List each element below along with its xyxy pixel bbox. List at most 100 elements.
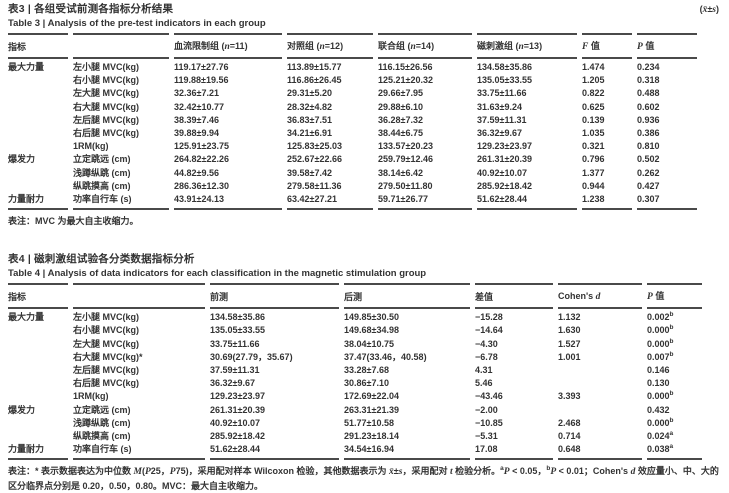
row-value: 172.69±22.04: [344, 391, 399, 402]
row-value: 0.146: [647, 365, 670, 376]
table4-footnote: 表注：* 表示数据表达为中位数 M(P25，P75)，采用配对样本 Wilcox…: [8, 465, 719, 491]
row-indicator: 右大腿 MVC(kg)*: [73, 351, 143, 362]
table-row: 力量耐力 功率自行车 (s) 51.62±28.44 34.54±16.94 17.08…: [8, 443, 702, 461]
row-category: 爆发力: [8, 154, 36, 165]
row-category: 力量耐力: [8, 443, 68, 461]
row-value: 38.14±6.42: [378, 167, 423, 178]
row-value: 135.05±33.55: [210, 325, 265, 336]
row-value: 0.488: [637, 88, 660, 99]
row-value: 0.648: [558, 443, 642, 461]
row-value: 263.31±21.39: [344, 404, 399, 415]
row-value: 125.21±20.32: [378, 75, 433, 86]
row-value: 0.000b: [647, 416, 674, 428]
row-category: [8, 180, 68, 193]
table-row: 左大腿 MVC(kg) 32.36±7.21 29.31±5.20 29.66±7.9…: [8, 87, 697, 100]
table4-title-en: Table 4 | Analysis of data indicators fo…: [8, 268, 427, 280]
row-value: 0.307: [637, 193, 697, 211]
row-value: 32.36±7.21: [174, 88, 219, 99]
table3-title-zh: 表3 | 各组受试前测各指标分析结果: [8, 3, 174, 15]
row-value: 1.205: [582, 75, 605, 86]
row-value: 34.21±6.91: [287, 128, 332, 139]
row-value: 43.91±24.13: [174, 193, 282, 211]
row-indicator: 浅蹲纵跳 (cm): [73, 417, 131, 428]
row-indicator: 立定跳远 (cm): [73, 154, 131, 165]
row-indicator: 1RM(kg): [73, 391, 109, 402]
table-row: 左后腿 MVC(kg) 38.39±7.46 36.83±7.51 36.28±7.3…: [8, 114, 697, 127]
row-value: 0.321: [582, 141, 605, 152]
row-value: 33.28±7.68: [344, 365, 389, 376]
row-category: [8, 101, 68, 114]
row-category: [8, 140, 68, 153]
table3-body: 最大力量 左小腿 MVC(kg) 119.17±27.76 113.89±15.77 1…: [8, 59, 697, 211]
row-indicator: 右小腿 MVC(kg): [73, 325, 139, 336]
row-value: 33.75±11.66: [477, 88, 527, 99]
table-row: 力量耐力 功率自行车 (s) 43.91±24.13 63.42±27.21 59.71…: [8, 193, 697, 211]
row-value: 63.42±27.21: [287, 193, 373, 211]
row-value: 129.23±23.97: [210, 391, 265, 402]
row-value: 1.132: [558, 312, 581, 323]
table-row: 1RM(kg) 129.23±23.97 172.69±22.04 −43.46 3.3…: [8, 390, 702, 403]
row-category: [8, 87, 68, 100]
table3-unit-note: (x̄±s): [699, 4, 719, 15]
row-value: 286.36±12.30: [174, 180, 229, 191]
column-header: P 值: [647, 283, 702, 310]
row-category: 爆发力: [8, 404, 36, 415]
column-header: 指标: [8, 33, 68, 59]
row-value: −15.28: [475, 312, 503, 323]
column-header: 磁刺激组 (n=13): [477, 33, 577, 59]
row-value: 37.47(33.46，40.58): [344, 351, 427, 362]
row-value: 0.000b: [647, 337, 674, 349]
row-value: 38.04±10.75: [344, 338, 394, 349]
row-value: 285.92±18.42: [477, 180, 532, 191]
table3-titles: 表3 | 各组受试前测各指标分析结果 Table 3 | Analysis of…: [8, 3, 266, 30]
row-indicator: 功率自行车 (s): [73, 193, 169, 211]
row-value: 34.54±16.94: [344, 443, 470, 461]
row-indicator: 左后腿 MVC(kg): [73, 365, 139, 376]
column-header: 差值: [475, 283, 553, 310]
row-value: 134.58±35.86: [477, 62, 532, 72]
row-value: 29.88±6.10: [378, 101, 423, 112]
row-category: [8, 114, 68, 127]
row-value: −4.30: [475, 338, 498, 349]
row-category: 最大力量: [8, 312, 45, 323]
table-row: 浅蹲纵跳 (cm) 44.82±9.56 39.58±7.42 38.14±6.42 4…: [8, 167, 697, 180]
row-value: 38.39±7.46: [174, 114, 219, 125]
row-value: 135.05±33.55: [477, 75, 532, 86]
table-row: 右大腿 MVC(kg)* 30.69(27.79，35.67) 37.47(33.4…: [8, 351, 702, 364]
row-value: [558, 377, 642, 390]
row-value: 149.68±34.98: [344, 325, 399, 336]
row-indicator: 左小腿 MVC(kg): [73, 62, 139, 72]
row-value: 0.386: [637, 128, 660, 139]
table3-footnote: 表注：MVC 为最大自主收缩力。: [8, 216, 139, 227]
row-category: [8, 364, 68, 377]
row-value: 33.75±11.66: [210, 338, 260, 349]
row-value: 31.63±9.24: [477, 101, 522, 112]
row-value: 119.17±27.76: [174, 62, 229, 72]
table-row: 右后腿 MVC(kg) 39.88±9.94 34.21±6.91 38.44±6.7…: [8, 127, 697, 140]
row-value: 0.130: [647, 378, 670, 389]
column-header: [73, 33, 169, 59]
row-value: 0.427: [637, 180, 660, 191]
row-value: 0.822: [582, 88, 605, 99]
table-row: 最大力量 左小腿 MVC(kg) 119.17±27.76 113.89±15.77 1…: [8, 59, 697, 74]
row-value: 116.15±26.56: [378, 62, 433, 72]
row-value: 36.83±7.51: [287, 114, 332, 125]
row-value: 0.796: [582, 154, 605, 165]
row-value: 0.502: [637, 154, 660, 165]
row-value: 0.007b: [647, 350, 674, 362]
row-value: 0.936: [637, 114, 660, 125]
row-value: [558, 404, 642, 417]
table-row: 最大力量 左小腿 MVC(kg) 134.58±35.86 149.85±30.50 −…: [8, 309, 702, 324]
row-value: 37.59±11.31: [210, 365, 260, 376]
row-category: 最大力量: [8, 62, 45, 72]
row-value: 38.44±6.75: [378, 128, 423, 139]
row-value: −14.64: [475, 325, 503, 336]
row-value: 261.31±20.39: [210, 404, 265, 415]
column-header: Cohen's d: [558, 283, 642, 310]
row-value: 0.024a: [647, 430, 674, 442]
row-value: 285.92±18.42: [210, 431, 265, 442]
row-indicator: 功率自行车 (s): [73, 443, 205, 461]
row-value: 113.89±15.77: [287, 62, 342, 72]
